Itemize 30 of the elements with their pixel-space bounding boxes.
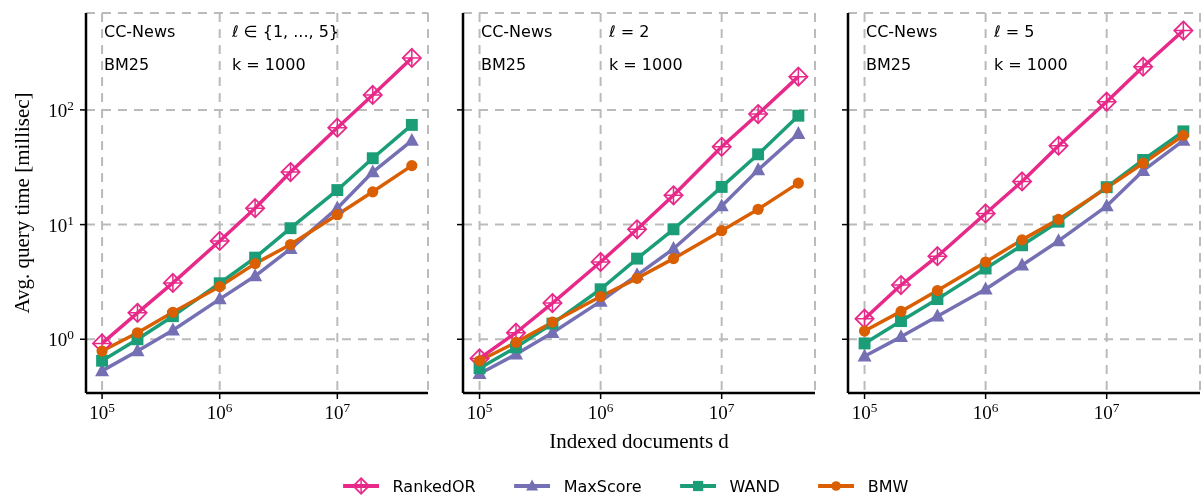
annotation: k = 1000: [994, 55, 1068, 74]
x-tick-label: 10$^{5}$: [466, 399, 493, 423]
x-tick-label: 10$^{5}$: [89, 399, 116, 423]
annotation: ℓ = 5: [994, 22, 1035, 41]
annotation: CC-News: [866, 22, 938, 41]
annotation: BM25: [481, 55, 527, 74]
legend-label: WAND: [729, 476, 780, 496]
y-tick-label: 10$^{2}$: [48, 97, 74, 121]
x-tick-label: 10$^{6}$: [206, 399, 233, 423]
annotation: BM25: [104, 55, 150, 74]
annotation: ℓ = 2: [609, 22, 650, 41]
x-tick-label: 10$^{6}$: [587, 399, 614, 423]
annotation: k = 1000: [232, 55, 306, 74]
annotation: ℓ ∈ {1, ..., 5}: [232, 22, 340, 41]
annotation: k = 1000: [609, 55, 683, 74]
x-axis-title: Indexed documents d: [549, 429, 730, 453]
annotation: CC-News: [481, 22, 553, 41]
x-tick-label: 10$^{7}$: [708, 399, 735, 423]
x-tick-label: 10$^{7}$: [1093, 399, 1120, 423]
y-tick-label: 10$^{1}$: [48, 212, 74, 236]
legend-label: MaxScore: [563, 476, 642, 496]
x-tick-label: 10$^{6}$: [972, 399, 999, 423]
y-tick-label: 10$^{0}$: [48, 326, 75, 351]
x-tick-label: 10$^{5}$: [851, 399, 878, 423]
x-tick-label: 10$^{7}$: [324, 399, 351, 423]
legend-label: RankedOR: [392, 476, 476, 496]
legend-label: BMW: [867, 476, 909, 496]
annotation: BM25: [866, 55, 912, 74]
annotation: CC-News: [104, 22, 176, 41]
y-axis-title: Avg. query time [millisec]: [10, 92, 35, 314]
